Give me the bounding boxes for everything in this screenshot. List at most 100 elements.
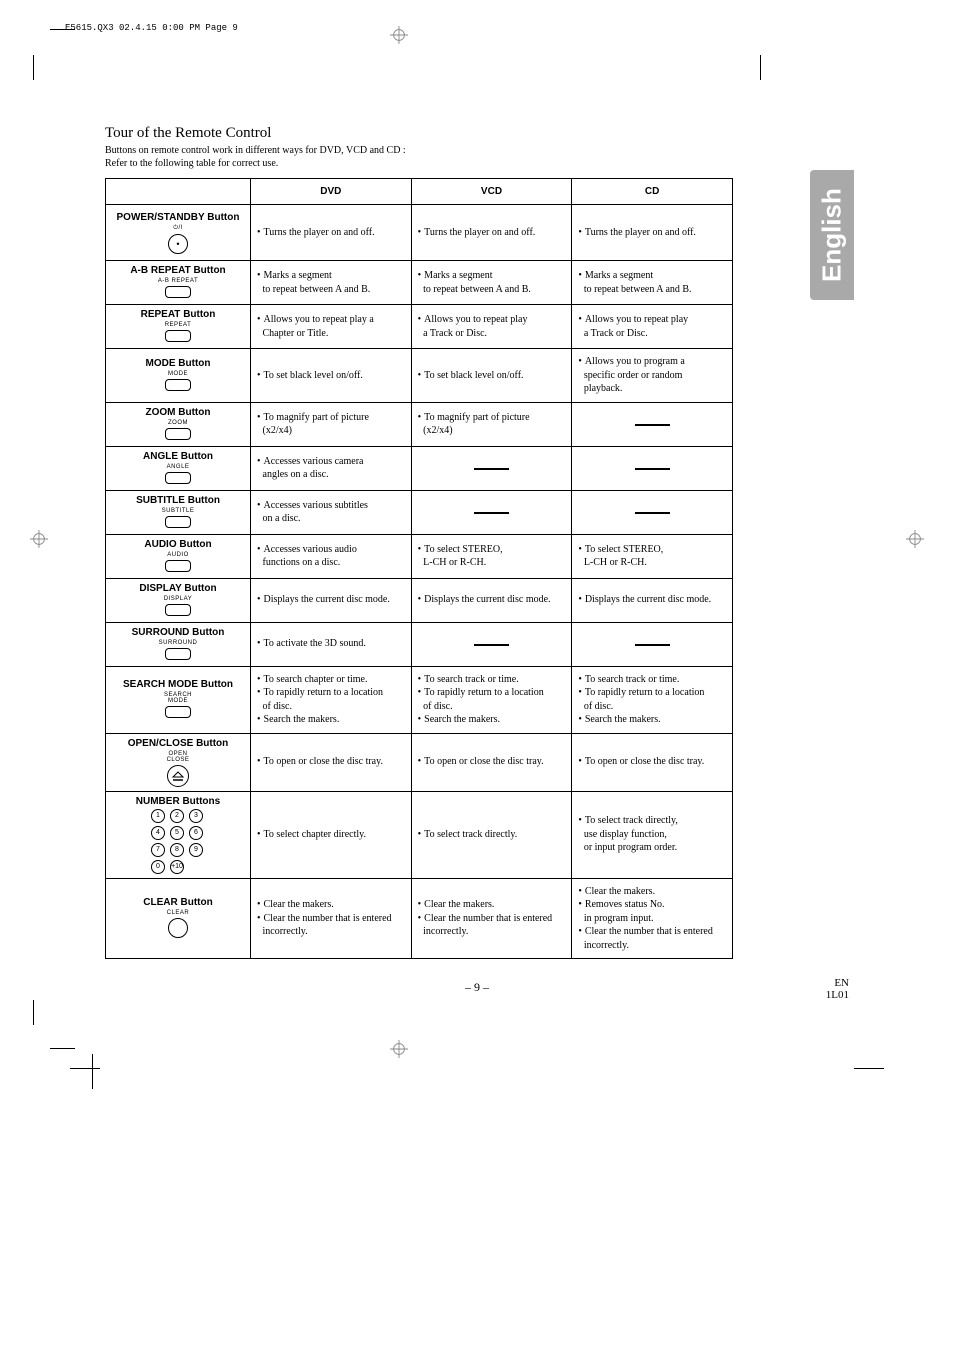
remote-control-table: DVD VCD CD POWER/STANDBY Button⏻/I••Turn… (105, 178, 733, 959)
function-cell: •Marks a segment to repeat between A and… (572, 261, 733, 305)
not-applicable-dash (635, 424, 670, 426)
button-cell: ANGLE Button ANGLE (106, 446, 251, 490)
not-applicable-dash (635, 468, 670, 470)
button-sublabel: AUDIO (111, 552, 245, 558)
lang-code: EN (834, 977, 849, 989)
button-name: REPEAT Button (111, 309, 245, 320)
button-cell: DISPLAY Button DISPLAY (106, 578, 251, 622)
function-cell: •Clear the makers.•Removes status No. in… (572, 878, 733, 959)
not-applicable-dash (635, 512, 670, 514)
not-applicable-dash (474, 644, 509, 646)
button-cell: OPEN/CLOSE Button OPENCLOSE (106, 733, 251, 791)
registration-mark-icon (906, 530, 924, 553)
function-cell (572, 446, 733, 490)
function-cell: •Accesses various camera angles on a dis… (251, 446, 412, 490)
page-number: – 9 – (0, 980, 954, 995)
table-header-vcd: VCD (411, 179, 572, 205)
button-sublabel: A-B REPEAT (111, 278, 245, 284)
function-cell: •Allows you to repeat play a Track or Di… (572, 305, 733, 349)
table-row: ZOOM ButtonZOOM•To magnify part of pictu… (106, 402, 733, 446)
table-row: OPEN/CLOSE Button OPENCLOSE •To open or cl… (106, 733, 733, 791)
table-row: MODE Button MODE •To set black level on/of… (106, 349, 733, 403)
function-cell: •To search track or time.•To rapidly ret… (411, 666, 572, 733)
language-tab: English (810, 170, 854, 300)
page-header-info: E5615.QX3 02.4.15 0:00 PM Page 9 (65, 23, 238, 33)
function-cell: •To select chapter directly. (251, 791, 412, 878)
crop-mark (33, 55, 34, 80)
function-cell (411, 622, 572, 666)
function-cell: •Displays the current disc mode. (251, 578, 412, 622)
function-cell: •To select STEREO, L-CH or R-CH. (411, 534, 572, 578)
button-cell: A-B REPEAT Button A-B REPEAT (106, 261, 251, 305)
function-cell: •Turns the player on and off. (572, 205, 733, 261)
crop-mark (50, 1048, 75, 1049)
function-cell: •Allows you to repeat play a Track or Di… (411, 305, 572, 349)
function-cell: •To magnify part of picture (x2/x4) (251, 402, 412, 446)
function-cell: •To set black level on/off. (411, 349, 572, 403)
button-sublabel: MODE (111, 371, 245, 377)
function-cell: •Allows you to repeat play a Chapter or … (251, 305, 412, 349)
not-applicable-dash (635, 644, 670, 646)
crop-mark (92, 1054, 93, 1089)
button-name: A-B REPEAT Button (111, 265, 245, 276)
button-cell: NUMBER Buttons1234567890+10 (106, 791, 251, 878)
table-header-blank (106, 179, 251, 205)
table-row: CLEAR ButtonCLEAR•Clear the makers.•Clea… (106, 878, 733, 959)
button-cell: AUDIO Button AUDIO (106, 534, 251, 578)
function-cell: •Allows you to program a specific order … (572, 349, 733, 403)
function-cell: •Displays the current disc mode. (572, 578, 733, 622)
table-row: SUBTITLE Button SUBTITLE •Accesses various… (106, 490, 733, 534)
not-applicable-dash (474, 468, 509, 470)
function-cell: •To select STEREO, L-CH or R-CH. (572, 534, 733, 578)
crop-mark (33, 1000, 34, 1025)
registration-mark-icon (390, 1040, 408, 1058)
button-name: CLEAR Button (111, 897, 245, 908)
button-cell: SEARCH MODE Button SEARCHMODE (106, 666, 251, 733)
function-cell: •Clear the makers.•Clear the number that… (411, 878, 572, 959)
button-sublabel: DISPLAY (111, 596, 245, 602)
table-row: AUDIO Button AUDIO •Accesses various audio… (106, 534, 733, 578)
registration-mark-icon (30, 530, 48, 553)
button-name: MODE Button (111, 358, 245, 369)
button-sublabel: OPENCLOSE (111, 751, 245, 763)
rev-code: 1L01 (826, 989, 849, 1001)
registration-mark-icon (390, 26, 408, 44)
button-name: AUDIO Button (111, 539, 245, 550)
function-cell: •Accesses various subtitles on a disc. (251, 490, 412, 534)
function-cell: •To select track directly. (411, 791, 572, 878)
crop-mark (760, 55, 761, 80)
function-cell: •Marks a segment to repeat between A and… (411, 261, 572, 305)
button-cell: POWER/STANDBY Button⏻/I• (106, 205, 251, 261)
button-cell: MODE Button MODE (106, 349, 251, 403)
button-sublabel: SEARCHMODE (111, 692, 245, 704)
button-cell: SURROUND Button SURROUND (106, 622, 251, 666)
table-row: SEARCH MODE Button SEARCHMODE •To search c… (106, 666, 733, 733)
page-content: Tour of the Remote Control Buttons on re… (105, 125, 733, 959)
function-cell: •Marks a segment to repeat between A and… (251, 261, 412, 305)
function-cell (572, 402, 733, 446)
button-cell: REPEAT ButtonREPEAT (106, 305, 251, 349)
button-sublabel: SURROUND (111, 640, 245, 646)
button-sublabel: SUBTITLE (111, 508, 245, 514)
table-row: ANGLE Button ANGLE •Accesses various camer… (106, 446, 733, 490)
function-cell (572, 490, 733, 534)
function-cell: •To activate the 3D sound. (251, 622, 412, 666)
button-name: ZOOM Button (111, 407, 245, 418)
function-cell (411, 446, 572, 490)
function-cell: •To select track directly, use display f… (572, 791, 733, 878)
button-name: ANGLE Button (111, 451, 245, 462)
page-subtitle: Buttons on remote control work in differ… (105, 144, 733, 170)
button-sublabel: ⏻/I (111, 225, 245, 232)
function-cell: •To open or close the disc tray. (411, 733, 572, 791)
button-sublabel: ANGLE (111, 464, 245, 470)
button-name: SURROUND Button (111, 627, 245, 638)
button-name: DISPLAY Button (111, 583, 245, 594)
button-name: POWER/STANDBY Button (111, 212, 245, 223)
function-cell: •Accesses various audio functions on a d… (251, 534, 412, 578)
button-name: OPEN/CLOSE Button (111, 738, 245, 749)
function-cell: •To set black level on/off. (251, 349, 412, 403)
button-name: SEARCH MODE Button (111, 679, 245, 690)
function-cell: •To open or close the disc tray. (251, 733, 412, 791)
button-name: SUBTITLE Button (111, 495, 245, 506)
function-cell: •To search chapter or time.•To rapidly r… (251, 666, 412, 733)
